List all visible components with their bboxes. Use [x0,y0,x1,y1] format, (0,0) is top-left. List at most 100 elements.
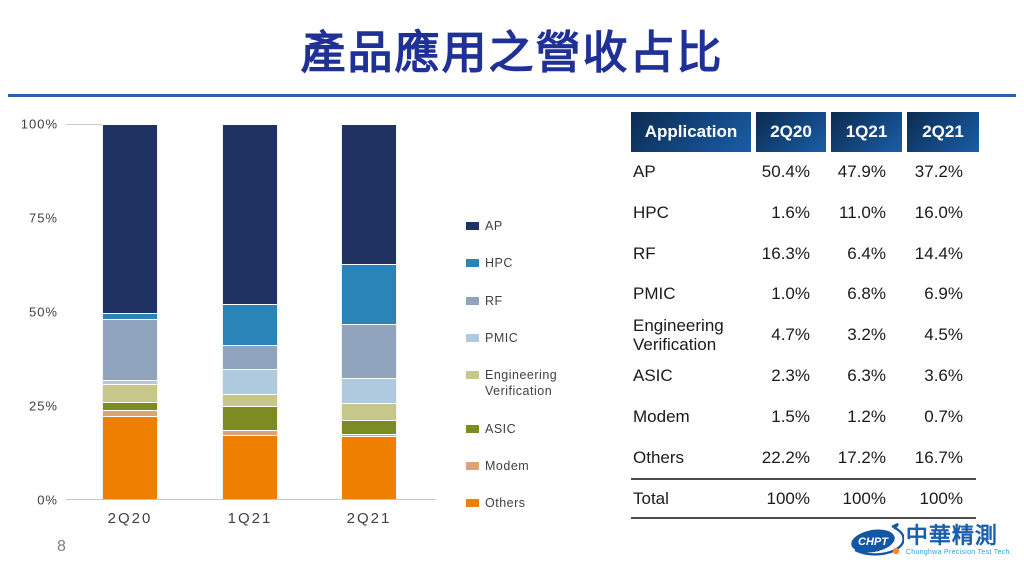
total-row-label: Total [633,488,669,508]
chpt-logo: CHPT 中華精測 Chunghwa Precision Test Tech. [848,520,1012,560]
table-row: Modem 1.5% 1.2% 0.7% [631,397,976,438]
bar-segment [341,420,397,434]
bar-segment [102,383,158,402]
table-cell-value: 0.7% [924,406,963,426]
y-axis-tick-label: 50% [28,304,58,320]
bar-segment [102,319,158,381]
table-cell-value: 47.9% [837,162,886,182]
table-cell-value: 1.6% [771,202,810,222]
bar-segment [222,124,278,304]
table-cell-value: 50.4% [761,162,810,182]
table-cell-value: 6.4% [847,243,886,263]
table-cell-value: 16.3% [761,243,810,263]
legend-swatch [466,461,479,470]
table-cell-value: 1.5% [771,406,810,426]
table-row: HPC 1.6% 11.0% 16.0% [631,193,976,234]
slide-title: 產品應用之營收占比 [300,27,724,78]
bar-segment [222,434,278,499]
table-row: Engineering Verification 4.7% 3.2% 4.5% [631,315,976,356]
chart-legend: AP HPC RF PMIC Engineering Verification ASIC M… [466,218,591,532]
table-cell-value: 22.2% [761,447,810,467]
table-cell-value: 4.5% [924,325,963,345]
legend-swatch [466,499,479,507]
table-row: AP 50.4% 47.9% 37.2% [631,152,976,193]
company-tagline: Chunghwa Precision Test Tech. [905,549,1012,557]
legend-swatch [466,371,479,379]
legend-item: AP [466,218,591,234]
legend-swatch [466,296,479,305]
legend-label: RF [485,293,503,308]
table-cell-value: 2.3% [771,366,810,386]
bar-segment [222,368,278,395]
legend-item: Others [466,495,591,511]
bar-segment [222,303,278,345]
bar-segment [222,406,278,430]
y-axis-tick-label: 25% [28,398,58,414]
bar-segment [102,410,158,416]
y-axis-tick-label: 100% [20,116,58,132]
table-cell-value: 6.3% [847,366,886,386]
table-header-row: Application 2Q20 1Q21 2Q21 [631,112,979,152]
table-row-label: RF [633,243,656,263]
bar-segment [341,124,397,264]
bar-segment [341,377,397,404]
legend-swatch [466,222,479,230]
bar-segment [341,263,397,324]
chart-y-axis: 100% 75% 50% 25% 0% [0,117,58,508]
bar-segment [102,380,158,384]
table-row-label: ASIC [633,366,673,386]
bar-segment [341,433,397,437]
table-row-label: AP [633,162,656,182]
x-axis-label: 2Q20 [107,510,153,527]
table-cell-value: 11.0% [839,202,886,222]
table-cell-value: 1.0% [771,284,810,304]
table-total-row: Total 100% 100% 100% [631,478,976,520]
data-table: Application 2Q20 1Q21 2Q21 AP 50.4% 47.9% 37.2… [631,112,979,520]
total-cell-value: 100% [919,488,963,508]
bar-segment [341,403,397,421]
logo-mark: CHPT [851,522,904,556]
bar-segment [222,430,278,435]
chart-plot: 2Q20 1Q21 2Q21 [66,124,436,527]
bar-segment [102,401,158,411]
y-axis-tick-label: 0% [37,492,58,508]
table-row: ASIC 2.3% 6.3% 3.6% [631,356,976,397]
table-body: AP 50.4% 47.9% 37.2% HPC 1.6% 11.0% 16.0% RF 16.3… [631,152,976,478]
table-cell-value: 3.6% [924,366,963,386]
stacked-bar-2Q20 [102,124,158,499]
table-cell-value: 6.9% [924,284,963,304]
legend-label: Engineering Verification [485,368,558,399]
stacked-bar-1Q21 [222,124,278,499]
total-cell-value: 100% [842,488,886,508]
table-cell-value: 3.2% [847,325,886,345]
x-axis-label: 2Q21 [346,510,392,527]
table-cell-value: 16.7% [914,447,963,467]
bar-segment [102,313,158,320]
table-row: Others 22.2% 17.2% 16.7% [631,438,976,479]
y-axis-tick-label: 75% [28,210,58,226]
legend-label: HPC [485,256,513,271]
logo-text: 中華精測 Chunghwa Precision Test Tech. [905,522,1012,557]
legend-label: ASIC [485,421,517,436]
bar-segment [341,323,397,378]
table-row-label: PMIC [633,284,676,304]
legend-item: Engineering Verification [466,367,591,400]
table-row-label: Engineering Verification [633,315,724,354]
table-cell-value: 4.7% [771,325,810,345]
table-header-cell: 2Q20 [756,112,826,152]
table-row-label: Others [633,447,685,467]
table-cell-value: 6.8% [847,284,886,304]
total-cell-value: 100% [766,488,810,508]
bar-segment [222,394,278,407]
bar-segment [102,415,158,499]
page-number: 8 [57,538,66,555]
legend-item: Modem [466,458,591,474]
legend-swatch [466,333,479,342]
table-row: RF 16.3% 6.4% 14.4% [631,234,976,275]
table-header-cell: Application [631,112,751,152]
company-name: 中華精測 [905,522,998,548]
table-header-cell: 2Q21 [907,112,979,152]
table-row: PMIC 1.0% 6.8% 6.9% [631,274,976,315]
legend-item: ASIC [466,421,591,437]
